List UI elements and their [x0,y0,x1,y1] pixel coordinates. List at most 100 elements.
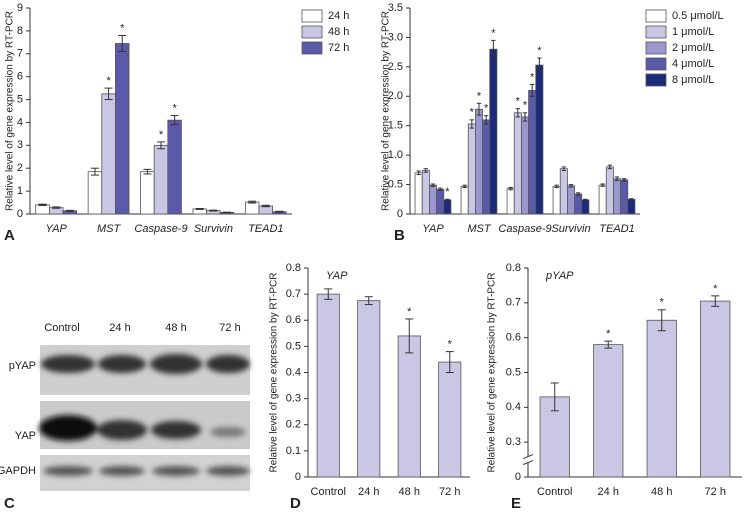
x-tick-label: TEAD1 [599,223,634,235]
significance-marker: * [491,27,496,39]
chart-title: pYAP [545,270,574,282]
bar [559,168,568,215]
x-tick-label: Survivin [194,223,233,235]
y-tick-label: 8 [17,25,23,37]
y-tick-label: 9 [17,2,23,14]
bar [513,112,522,215]
bar [620,179,629,215]
y-tick-label: 0.5 [506,366,521,378]
legend-swatch [645,25,667,39]
bar [700,300,731,478]
bar [414,172,423,215]
significance-marker: * [448,339,453,351]
y-tick-label: 1 [17,185,23,197]
y-tick-label: 3 [17,139,23,151]
significance-marker: * [445,186,450,198]
bar [574,193,583,215]
y-tick-label: 2.5 [388,61,403,73]
legend-label: 1 μmol/L [672,26,714,38]
panel-label: A [4,227,15,244]
row-label: GAPDH [0,465,36,477]
legend-swatch [645,73,667,87]
bar [244,201,260,215]
bar [167,119,182,215]
panel-label: E [511,495,521,512]
bar [467,123,476,215]
x-tick-label: Control [537,486,572,498]
bar [140,171,155,215]
bar [429,184,437,215]
x-tick-label: 48 h [651,486,672,498]
axis-break [523,456,533,463]
bar [101,93,116,215]
y-tick-label: 0.5 [388,178,403,190]
y-tick-label: 1.0 [388,149,403,161]
y-tick-label: 0.5 [286,340,301,352]
bar [475,108,483,215]
row-label: pYAP [9,360,36,372]
bar [438,361,462,478]
x-tick-label: 24 h [358,486,379,498]
bar [443,199,452,215]
significance-marker: * [523,100,528,112]
bar [87,171,103,215]
y-tick-label: 1.5 [388,120,403,132]
y-axis-label: Relative level of gene expression by RT-… [269,273,280,473]
legend-swatch [301,9,323,23]
blot-band [151,421,201,439]
legend-label: 0.5 μmol/L [672,10,724,22]
x-tick-label: Caspase-9 [498,223,551,235]
significance-marker: * [470,107,475,119]
bar [646,319,677,478]
significance-marker: * [407,306,412,318]
y-tick-label: 2.0 [388,90,403,102]
y-axis-label: Relative level of gene expression by RT-… [5,11,16,211]
bar [436,188,445,215]
significance-marker: * [516,96,521,108]
bar [593,344,624,478]
bar [598,184,607,215]
lane-label: 24 h [109,322,130,334]
y-tick-label: 0 [295,471,301,483]
blot-band [99,466,145,476]
y-tick-label: 0.7 [506,297,521,309]
y-tick-label: 5 [17,93,23,105]
panel-label: B [394,227,405,244]
legend-label: 48 h [328,26,349,38]
bar [421,170,430,215]
blot-band [152,466,200,476]
legend-swatch [301,25,323,39]
x-tick-label: YAP [422,223,444,235]
row-label: YAP [15,430,36,442]
bar [581,199,590,215]
significance-marker: * [530,71,535,83]
panel-label: C [4,495,15,512]
significance-marker: * [484,103,489,115]
y-tick-label: 7 [17,48,23,60]
bar [153,144,169,215]
significance-marker: * [660,297,665,309]
x-tick-label: YAP [45,223,67,235]
significance-marker: * [120,22,125,34]
blot-band [97,420,147,440]
lane-label: 72 h [219,322,240,334]
blot-band [98,355,146,373]
blot-band [210,427,246,437]
bar [535,64,544,215]
legend-label: 8 μmol/L [672,74,714,86]
chart-title: YAP [326,270,348,282]
y-tick-label: 4 [17,116,23,128]
significance-marker: * [606,328,611,340]
x-tick-label: TEAD1 [248,223,283,235]
y-tick-label: 0.7 [286,288,301,300]
bar [316,293,340,478]
bar [460,185,469,215]
legend-label: 4 μmol/L [672,58,714,70]
axis-break [522,460,534,466]
bar [552,185,561,215]
bar [258,205,274,215]
bar [482,119,491,215]
y-tick-label: 6 [17,71,23,83]
blot-band [206,466,250,476]
